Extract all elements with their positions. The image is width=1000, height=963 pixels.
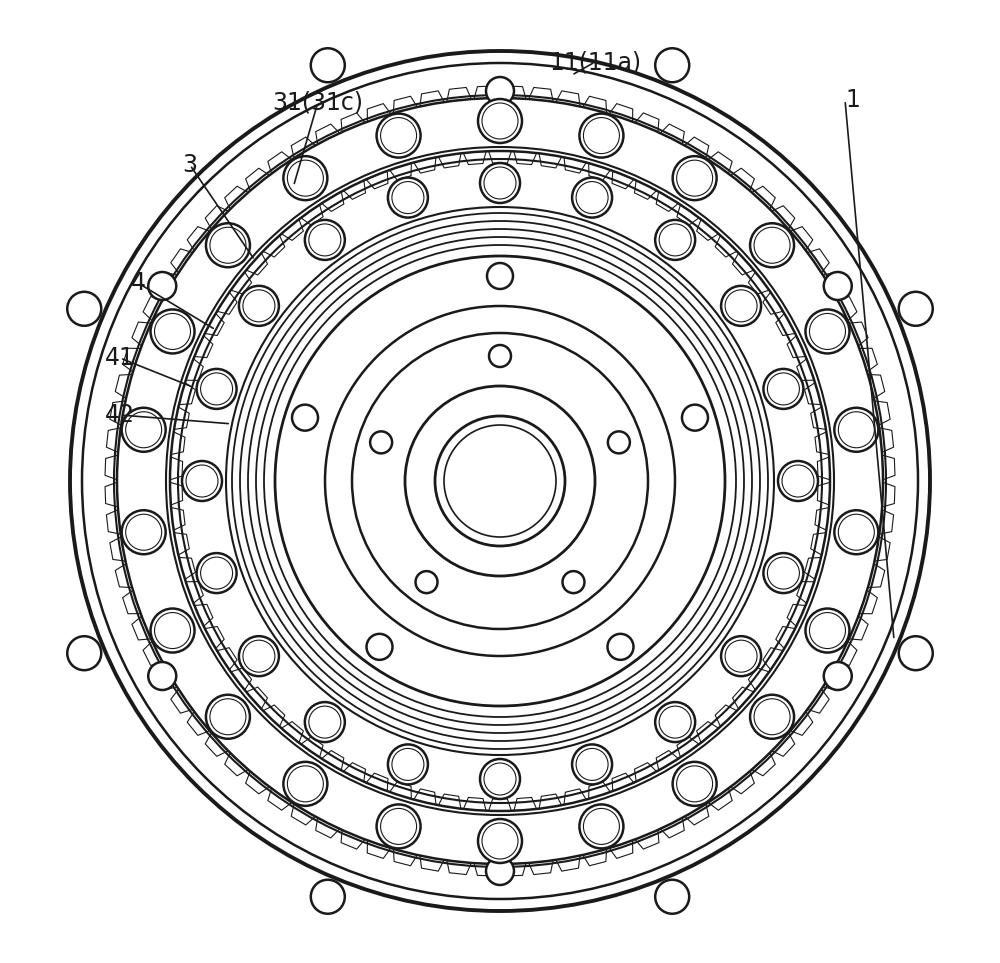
Text: 31(31c): 31(31c) [272,90,364,114]
Circle shape [206,223,250,268]
Circle shape [370,431,392,454]
Circle shape [750,223,794,268]
Text: 3: 3 [182,153,198,177]
Circle shape [367,634,393,660]
Circle shape [834,510,878,555]
Text: 4: 4 [130,271,146,295]
Circle shape [182,461,222,501]
Circle shape [778,461,818,501]
Circle shape [489,345,511,367]
Text: 11(11a): 11(11a) [549,50,641,74]
Circle shape [487,263,513,289]
Circle shape [311,48,345,82]
Circle shape [750,694,794,739]
Circle shape [197,553,237,593]
Circle shape [572,744,612,785]
Circle shape [486,77,514,105]
Circle shape [805,609,849,653]
Circle shape [763,369,803,409]
Circle shape [562,571,584,593]
Circle shape [151,609,195,653]
Circle shape [311,880,345,914]
Circle shape [478,99,522,143]
Circle shape [673,156,717,200]
Circle shape [67,637,101,670]
Text: 41: 41 [105,346,135,370]
Circle shape [579,114,623,158]
Circle shape [122,510,166,555]
Circle shape [67,292,101,325]
Text: 42: 42 [105,403,135,427]
Text: 1: 1 [845,88,860,112]
Circle shape [416,571,438,593]
Circle shape [673,762,717,806]
Circle shape [478,819,522,863]
Circle shape [239,286,279,325]
Circle shape [834,407,878,452]
Circle shape [377,114,421,158]
Circle shape [480,163,520,203]
Circle shape [763,553,803,593]
Circle shape [899,292,933,325]
Circle shape [655,702,695,742]
Circle shape [122,407,166,452]
Circle shape [151,309,195,353]
Circle shape [292,404,318,430]
Circle shape [805,309,849,353]
Circle shape [824,662,852,690]
Circle shape [206,694,250,739]
Circle shape [682,404,708,430]
Circle shape [283,762,327,806]
Circle shape [899,637,933,670]
Circle shape [305,220,345,260]
Circle shape [305,702,345,742]
Circle shape [572,177,612,218]
Circle shape [607,634,633,660]
Circle shape [579,804,623,848]
Circle shape [721,286,761,325]
Circle shape [486,857,514,885]
Circle shape [148,662,176,690]
Circle shape [655,48,689,82]
Circle shape [824,272,852,300]
Circle shape [721,637,761,676]
Circle shape [377,804,421,848]
Circle shape [388,744,428,785]
Circle shape [388,177,428,218]
Circle shape [148,272,176,300]
Circle shape [655,880,689,914]
Circle shape [283,156,327,200]
Circle shape [239,637,279,676]
Circle shape [655,220,695,260]
Circle shape [197,369,237,409]
Circle shape [480,759,520,799]
Circle shape [608,431,630,454]
